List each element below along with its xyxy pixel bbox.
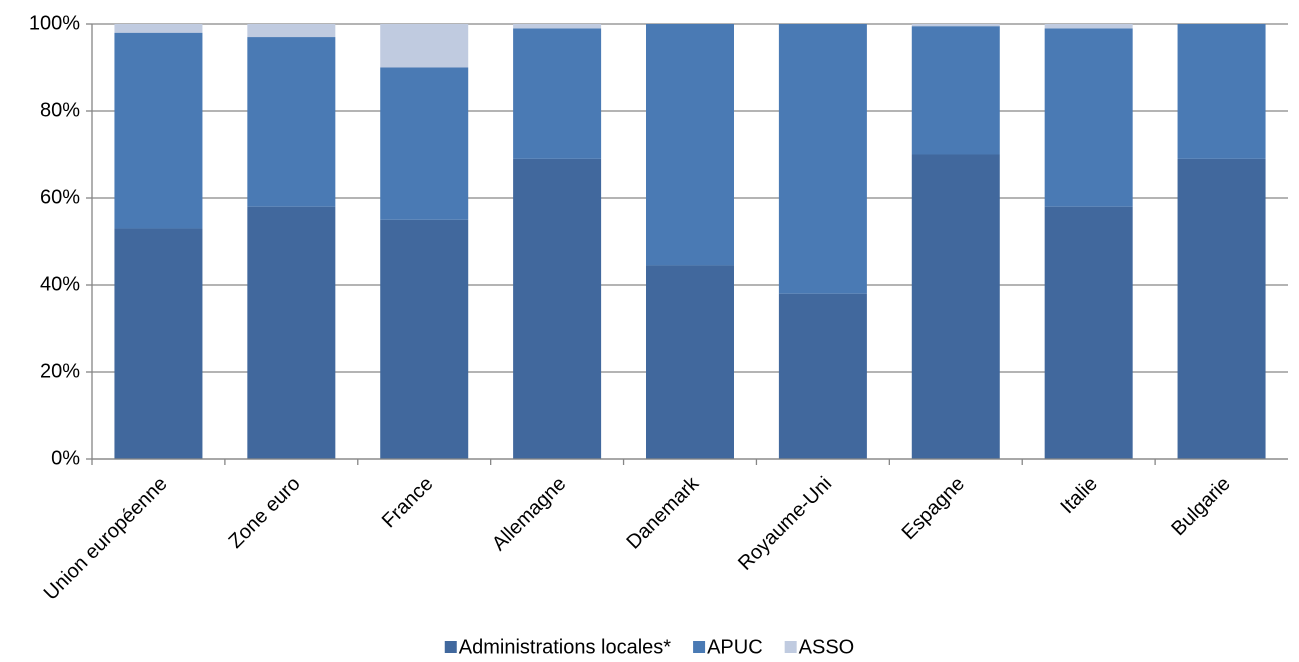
bar-segment [513, 158, 602, 459]
y-tick-label: 0% [51, 447, 80, 469]
bar-segment [1177, 24, 1266, 159]
x-tick-label: Zone euro [225, 473, 305, 553]
bar-segment [646, 265, 734, 459]
y-tick-label: 100% [29, 12, 80, 34]
x-tick-label: Allemagne [488, 473, 570, 555]
bar-segment [247, 24, 336, 38]
bar-segment [247, 206, 336, 459]
legend-swatch [444, 641, 457, 653]
legend: Administrations locales* APUC ASSO [444, 636, 855, 658]
bar-segment [646, 24, 734, 266]
bar-segment [247, 37, 336, 207]
bar-segment [114, 228, 203, 459]
bar-segment [114, 24, 203, 33]
x-tick-label: Danemark [622, 472, 703, 553]
x-tick-label: Bulgarie [1167, 473, 1234, 540]
x-tick-label: Italie [1057, 473, 1102, 518]
x-tick-label: Royaume-Uni [734, 473, 836, 575]
bar-segment [1044, 24, 1133, 29]
bar-segment [778, 24, 867, 294]
bar-segment [778, 293, 867, 459]
bar-segment [513, 24, 602, 29]
bar-segment [380, 24, 469, 68]
legend-swatch [693, 641, 706, 653]
bar-segment [380, 67, 469, 220]
y-tick-label: 60% [40, 186, 80, 208]
bar-segment [513, 28, 602, 159]
x-tick-label: Espagne [898, 473, 969, 544]
bar-segment [1177, 158, 1266, 459]
legend-label: Administrations locales* [459, 636, 672, 657]
bar-segment [114, 32, 203, 229]
bar-segment [911, 24, 1000, 27]
legend-swatch [784, 641, 797, 653]
y-tick-label: 20% [40, 360, 80, 382]
bar-segment [380, 219, 469, 459]
x-tick-label: France [378, 473, 438, 533]
bar-segment [1044, 28, 1133, 207]
y-tick-label: 80% [40, 99, 80, 121]
bar-segment [1044, 206, 1133, 459]
y-tick-label: 40% [40, 273, 80, 295]
legend-label: APUC [707, 636, 763, 657]
x-tick-label: Union européenne [40, 473, 172, 605]
bar-segment [911, 154, 1000, 459]
bar-segment [911, 26, 1000, 155]
legend-label: ASSO [799, 636, 855, 657]
